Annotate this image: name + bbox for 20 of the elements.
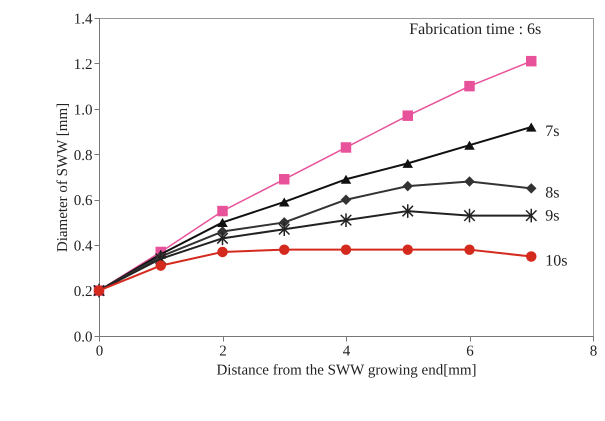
y-tick-label: 1.4	[74, 12, 93, 28]
series-label: Fabrication time : 6s	[409, 21, 542, 38]
x-tick-label: 4	[342, 344, 351, 360]
y-tick-label: 1.0	[74, 102, 92, 118]
x-tick-label: 8	[590, 344, 598, 360]
x-tick-label: 0	[96, 344, 104, 360]
x-tick-label: 2	[219, 344, 227, 360]
y-tick-label: 0.4	[74, 238, 93, 255]
x-axis-title: Distance from the SWW growing end[mm]	[216, 362, 477, 378]
series-label: 9s	[545, 208, 560, 225]
y-tick-label: 1.2	[74, 56, 92, 73]
y-tick-label: 0.6	[74, 193, 93, 210]
series-label: 10s	[545, 252, 568, 270]
series-label: 7s	[545, 123, 560, 140]
y-tick-label: 0.2	[74, 284, 92, 300]
series-label: 8s	[545, 184, 560, 202]
y-axis-title: Diameter of SWW [mm]	[54, 102, 71, 252]
x-tick-label: 6	[466, 344, 474, 360]
y-tick-label: 0.0	[74, 330, 92, 346]
y-tick-label: 0.8	[74, 148, 92, 164]
